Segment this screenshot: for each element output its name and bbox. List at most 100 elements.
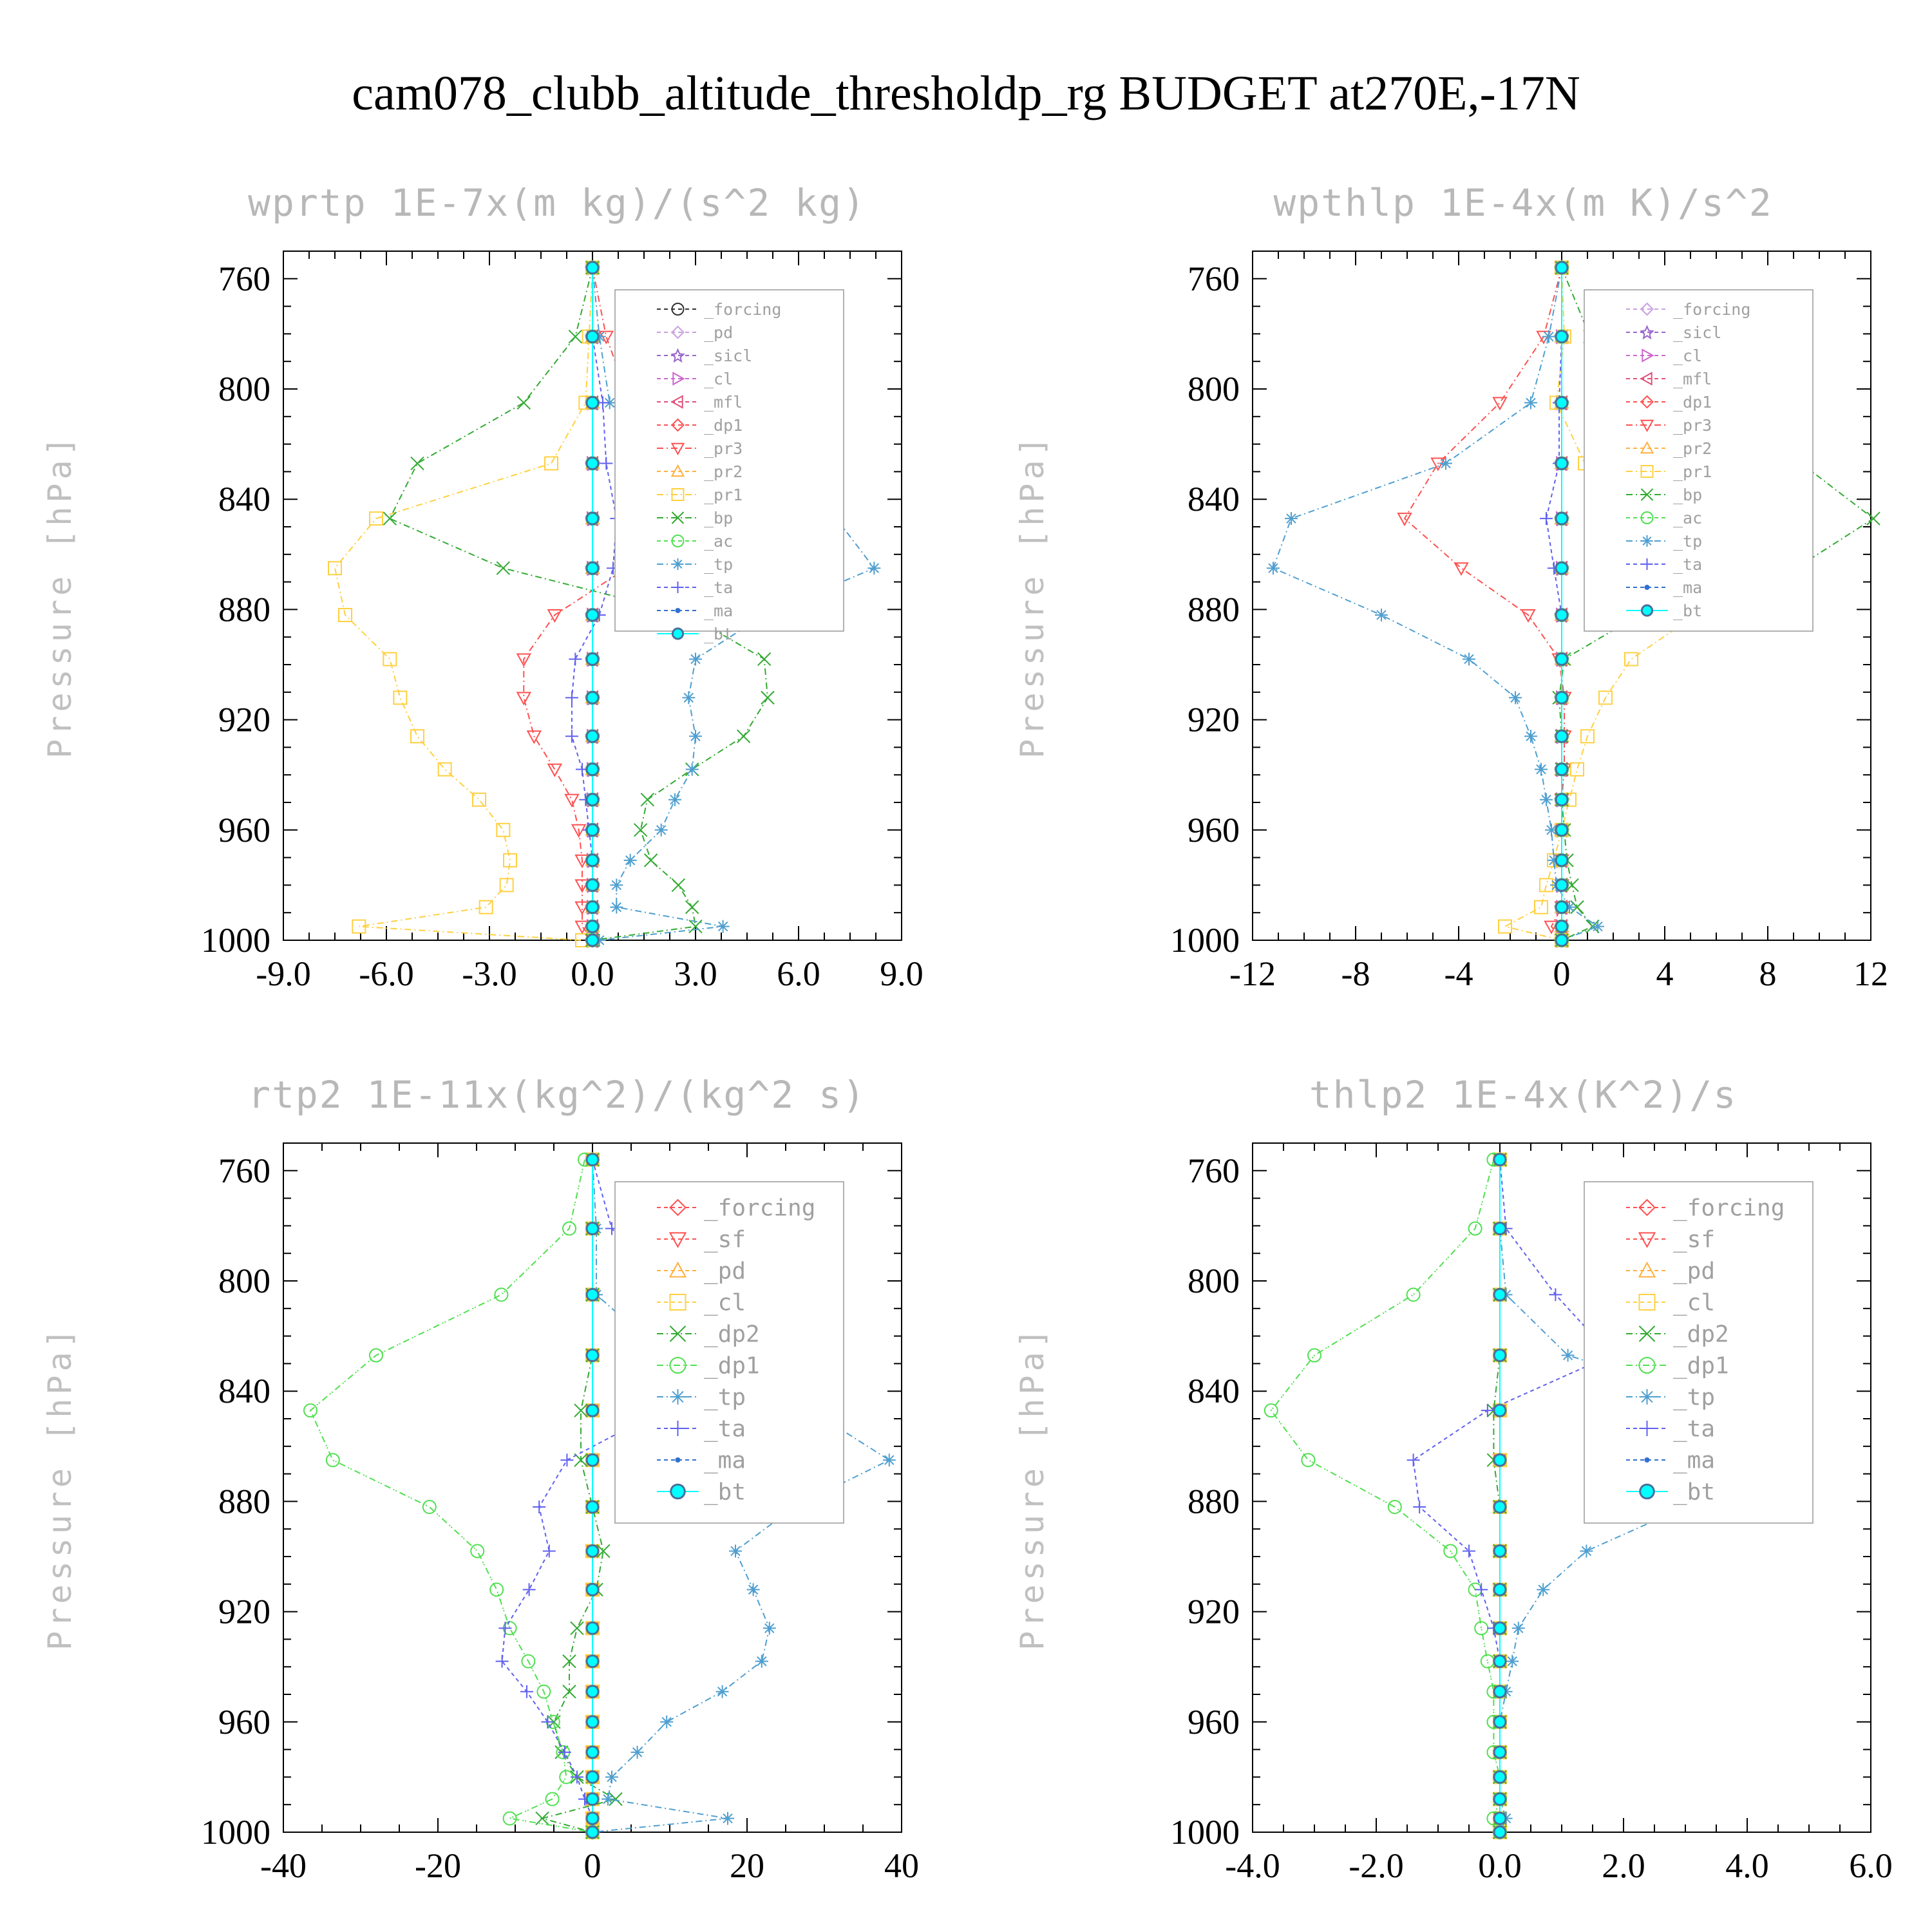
legend-label: _cl (1673, 1290, 1715, 1316)
legend-label: _sf (704, 1227, 746, 1253)
data-point-ta (1413, 1500, 1426, 1513)
data-point-bt (1555, 729, 1569, 743)
data-point-ta (565, 730, 578, 743)
data-point-bt (1555, 561, 1569, 575)
data-point-bt (1555, 457, 1569, 471)
data-point-bt (1493, 1825, 1507, 1839)
data-point-bt (585, 395, 600, 410)
y-tick-label: 920 (218, 701, 270, 739)
legend-box (614, 289, 844, 632)
legend-label: _dp1 (1673, 1353, 1729, 1379)
legend-marker (671, 303, 685, 316)
panel-1: wprtp 1E-7x(m kg)/(s^2 kg) 760 800 840 880 92… (41, 181, 923, 993)
data-point-pr1 (437, 762, 452, 777)
data-point-ta (520, 1685, 533, 1698)
series-line-bp (388, 267, 769, 941)
data-point-ta (565, 691, 578, 705)
data-point-cl (585, 1714, 600, 1729)
data-point-bt (585, 900, 600, 914)
x-tick-label: 0.0 (1478, 1846, 1522, 1885)
data-point-bp (1866, 511, 1880, 526)
data-point-tp (867, 562, 881, 575)
y-tick-label: 880 (218, 1482, 270, 1520)
data-point-bp (685, 900, 699, 914)
data-point-bt (585, 729, 600, 743)
panel-title: wpthlp 1E-4x(m K)/s^2 (1273, 181, 1772, 225)
x-tick-label: 4 (1656, 954, 1674, 993)
series-group (1264, 1151, 1791, 1841)
legend-marker (1640, 325, 1654, 340)
data-point-bt (585, 457, 600, 471)
data-point-pr3 (1492, 397, 1508, 411)
y-axis-label: Pressure [hPa] (1014, 1325, 1051, 1650)
legend-label: _sicl (704, 346, 752, 365)
data-point-pr1 (393, 690, 408, 705)
data-point-tp (592, 330, 606, 343)
data-point-bt (585, 920, 600, 934)
y-tick-label: 1000 (1170, 1813, 1240, 1852)
data-point-dp1 (521, 1654, 536, 1669)
data-point-tp (1509, 691, 1522, 705)
legend-marker (668, 1261, 687, 1278)
data-point-bt (1555, 878, 1569, 892)
legend-marker (670, 1483, 686, 1500)
y-tick-label: 840 (1188, 1372, 1240, 1410)
x-tick-label: -20 (415, 1846, 461, 1885)
data-point-ta (541, 1715, 554, 1728)
data-point-bt (585, 1770, 600, 1784)
legend-label: _dp2 (704, 1321, 760, 1348)
legend-label: _dp1 (704, 416, 743, 435)
legend-marker (1642, 348, 1654, 363)
data-point-bt (1493, 1770, 1507, 1784)
data-point-tp (1285, 512, 1298, 526)
x-tick-label: -4 (1444, 954, 1473, 993)
x-tick-label: -8 (1341, 954, 1370, 993)
data-point-cl (585, 1770, 600, 1785)
data-point-dp2 (562, 1654, 576, 1669)
data-point-bt (1555, 690, 1569, 705)
legend-label: _cl (704, 370, 733, 388)
data-point-bt (585, 1654, 600, 1669)
legend-marker (670, 464, 685, 477)
data-point-pr1 (1598, 690, 1613, 705)
legend-marker (1639, 1389, 1655, 1405)
data-point-pr1 (1624, 652, 1638, 667)
series-line-tp (1499, 1159, 1786, 1833)
series-line-pr1 (334, 267, 593, 941)
data-point-bt (1555, 933, 1569, 947)
x-tick-label: 9.0 (880, 954, 923, 993)
figure-title: cam078_clubb_altitude_thresholdp_rg BUDG… (352, 66, 1580, 120)
data-point-ta (1540, 512, 1553, 526)
legend-marker (671, 627, 685, 640)
legend-label: _pd (704, 323, 733, 342)
legend-label: _mfl (1673, 370, 1712, 388)
legend-marker (1638, 1325, 1656, 1342)
data-point-ta (569, 652, 582, 666)
data-point-bt (585, 762, 600, 777)
y-tick-label: 800 (218, 1262, 270, 1300)
data-point-bt (1555, 261, 1569, 275)
data-point-bt (1493, 1544, 1507, 1558)
data-point-tp (592, 934, 606, 947)
x-tick-label: -3.0 (462, 954, 516, 993)
data-point-bt (585, 1403, 600, 1417)
data-point-bp (736, 729, 751, 743)
data-point-dp1 (502, 1811, 517, 1826)
series-line-pr3 (523, 267, 693, 941)
legend-label: _cl (704, 1290, 746, 1316)
data-point-tp (1511, 1622, 1525, 1635)
y-tick-label: 920 (218, 1593, 270, 1631)
data-point-tp (1542, 330, 1555, 343)
data-point-ta (1463, 1544, 1475, 1558)
data-point-tp (746, 1583, 760, 1596)
panel-title: rtp2 1E-11x(kg^2)/(kg^2 s) (248, 1073, 866, 1117)
panels: wprtp 1E-7x(m kg)/(s^2 kg)76080084088092… (41, 181, 1893, 1885)
data-point-dp1 (470, 1544, 485, 1558)
data-point-cl (585, 1582, 600, 1597)
legend-marker (671, 535, 685, 547)
legend-label: _pr1 (704, 486, 743, 504)
legend-marker (671, 418, 685, 432)
x-tick-label: 6.0 (777, 954, 820, 993)
y-tick-label: 840 (1188, 480, 1240, 518)
data-point-cl (585, 1544, 600, 1558)
